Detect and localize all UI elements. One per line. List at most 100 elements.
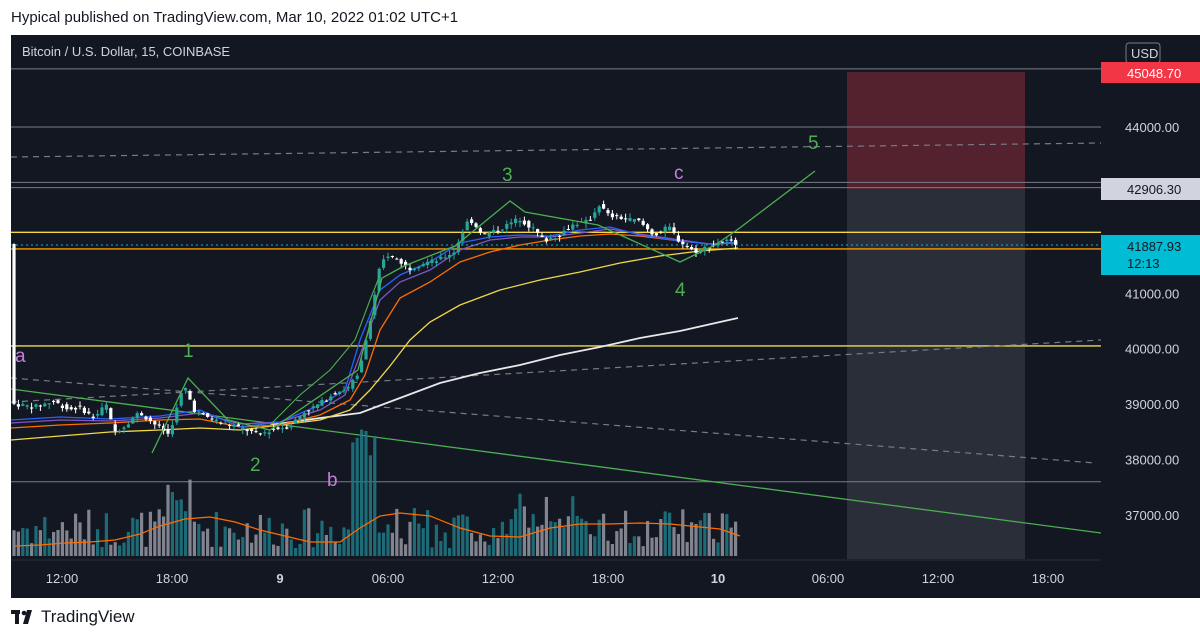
tradingview-brand[interactable]: TradingView — [11, 605, 135, 629]
last-price-badge — [1101, 235, 1200, 275]
volume-bar — [364, 430, 368, 556]
volume-bar — [685, 542, 689, 556]
candle — [461, 233, 465, 241]
volume-bar — [320, 520, 324, 556]
volume-bar — [188, 479, 192, 556]
candle — [74, 407, 78, 410]
volume-bar — [487, 544, 491, 556]
candle — [316, 404, 320, 408]
volume-bars — [12, 429, 738, 556]
candle — [456, 242, 460, 253]
candle — [91, 416, 95, 419]
candle — [355, 375, 359, 379]
candle — [566, 228, 570, 230]
wave-label-2: 2 — [250, 455, 261, 476]
volume-bar — [373, 436, 377, 556]
volume-bar — [597, 519, 601, 556]
volume-bar — [443, 532, 447, 556]
volume-bar — [522, 506, 526, 556]
volume-bar — [386, 524, 390, 556]
volume-bar — [135, 519, 139, 556]
volume-bar — [584, 520, 588, 556]
volume-bar — [558, 518, 562, 556]
price-axis[interactable] — [1101, 35, 1200, 598]
candle — [232, 425, 236, 427]
candle — [465, 221, 469, 231]
volume-bar — [25, 528, 29, 556]
candle — [597, 206, 601, 213]
time-tick: 18:00 — [156, 571, 189, 586]
candle — [412, 268, 416, 271]
candle — [575, 224, 579, 227]
candle — [628, 218, 632, 221]
volume-bar — [588, 534, 592, 556]
volume-bar — [170, 491, 174, 556]
candle — [368, 320, 372, 339]
candle — [113, 424, 117, 432]
volume-bar — [575, 515, 579, 556]
volume-bar — [637, 536, 641, 556]
candle — [192, 400, 196, 412]
volume-bar — [439, 540, 443, 556]
candle — [16, 404, 20, 407]
volume-bar — [707, 513, 711, 556]
volume-bar — [43, 517, 47, 556]
time-tick: 9 — [276, 571, 283, 586]
moving-averages — [11, 226, 739, 441]
candle — [496, 230, 500, 232]
wave-label-1: 1 — [183, 341, 194, 362]
volume-bar — [606, 540, 610, 556]
volume-bar — [628, 543, 632, 556]
candle — [47, 403, 51, 405]
volume-bar — [96, 529, 100, 556]
candle — [219, 422, 223, 424]
ma-white — [269, 317, 739, 426]
brand-name: TradingView — [41, 607, 135, 626]
volume-bar — [461, 514, 465, 556]
target-price: 42906.30 — [1127, 182, 1181, 197]
volume-bar — [430, 547, 434, 556]
candle — [593, 212, 597, 218]
candle — [78, 405, 82, 407]
candle — [245, 429, 249, 432]
volume-bar — [676, 533, 680, 556]
volume-bar — [219, 546, 223, 556]
time-tick: 06:00 — [372, 571, 405, 586]
target-zone — [847, 189, 1025, 559]
candle — [421, 264, 425, 267]
candle — [483, 233, 487, 235]
volume-bar — [566, 516, 570, 556]
candle — [439, 256, 443, 260]
candle — [82, 407, 86, 414]
candle — [307, 410, 311, 412]
wave-label-3: 3 — [502, 165, 513, 186]
volume-bar — [518, 493, 522, 556]
candle — [294, 419, 298, 424]
volume-bar — [175, 500, 179, 556]
candle — [646, 224, 650, 230]
volume-bar — [663, 511, 667, 556]
volume-bar — [179, 499, 183, 556]
volume-bar — [109, 544, 113, 556]
candle — [60, 405, 64, 409]
volume-bar — [355, 437, 359, 556]
volume-bar — [245, 523, 249, 556]
candle — [668, 226, 672, 231]
time-tick: 10 — [711, 571, 725, 586]
target-price-badge — [1101, 178, 1200, 200]
candle — [210, 418, 214, 420]
time-tick: 06:00 — [812, 571, 845, 586]
ma-teal — [11, 226, 739, 428]
candle — [632, 219, 636, 222]
candle — [228, 424, 232, 426]
elliott-wave-path — [151, 170, 816, 454]
time-tick: 18:00 — [592, 571, 625, 586]
elliott-wave-b — [269, 274, 381, 426]
candle — [329, 396, 333, 401]
volume-bar — [580, 518, 584, 556]
volume-bar — [668, 512, 672, 556]
candle — [685, 245, 689, 248]
volume-bar — [126, 531, 130, 556]
candle — [729, 239, 733, 241]
